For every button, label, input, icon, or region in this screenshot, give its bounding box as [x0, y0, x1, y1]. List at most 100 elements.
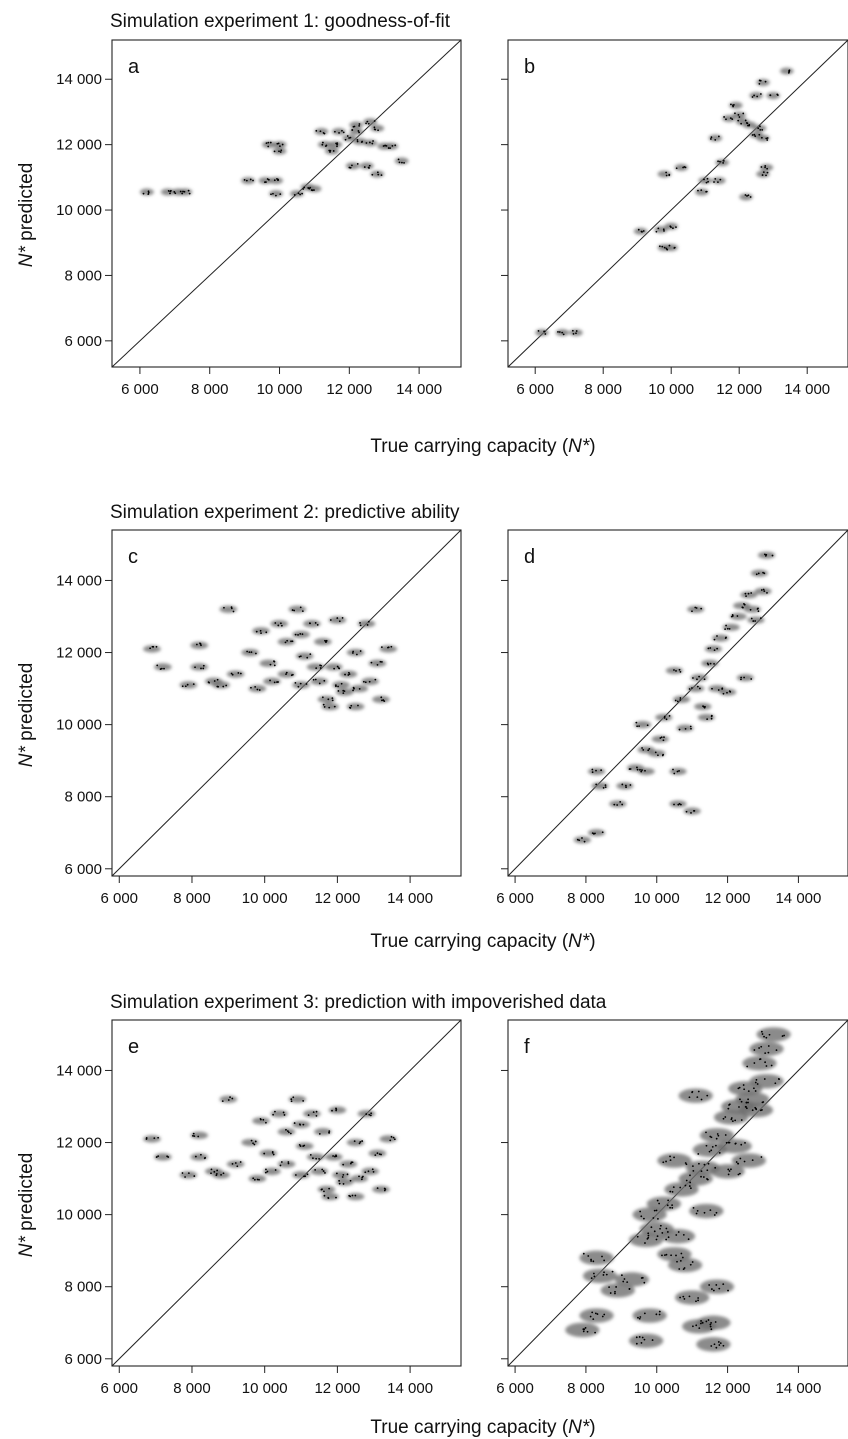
data-point [222, 1172, 225, 1175]
point-dots [576, 553, 774, 843]
data-point [767, 1051, 770, 1054]
data-point [285, 671, 288, 674]
data-point [367, 166, 370, 169]
data-point [625, 786, 627, 789]
data-point [252, 1177, 255, 1180]
data-point [325, 144, 328, 147]
data-point [309, 622, 311, 625]
data-point-cloud [272, 141, 287, 149]
data-point [708, 1150, 711, 1153]
data-point [679, 670, 682, 673]
data-point [348, 137, 350, 139]
data-point [309, 653, 312, 656]
data-point [621, 783, 624, 786]
data-point [764, 80, 767, 83]
data-point [273, 664, 276, 667]
data-point [730, 1118, 733, 1121]
data-point [765, 553, 768, 556]
data-point [671, 1190, 674, 1193]
data-point-cloud [379, 1135, 398, 1143]
data-point [279, 1164, 282, 1167]
data-point-cloud [646, 1196, 681, 1212]
data-point [705, 1144, 708, 1147]
data-point [188, 192, 191, 195]
data-point-cloud [328, 141, 343, 149]
data-point [655, 1209, 658, 1212]
data-point-cloud [579, 1308, 614, 1323]
data-point [609, 1292, 612, 1294]
data-point [653, 1230, 656, 1233]
data-point-cloud [154, 1153, 172, 1161]
data-point [336, 617, 339, 619]
data-point [380, 1153, 382, 1156]
data-point [746, 1065, 749, 1068]
data-point-cloud [346, 1138, 365, 1147]
data-point [202, 667, 205, 670]
data-point [557, 331, 559, 333]
data-point [743, 602, 745, 605]
data-point [349, 1179, 352, 1182]
data-point [655, 230, 658, 233]
data-point-cloud [190, 1131, 209, 1140]
data-point [338, 1182, 341, 1185]
data-point [155, 645, 158, 648]
data-point [705, 181, 708, 184]
data-point-cloud [359, 162, 374, 170]
data-point [663, 246, 666, 249]
data-point [237, 672, 240, 674]
data-point [279, 193, 282, 196]
data-point [751, 96, 754, 98]
data-point [679, 697, 682, 699]
data-point [239, 672, 242, 675]
point-dots [537, 69, 791, 336]
x-tick-label: 10 000 [648, 381, 694, 398]
data-point [754, 1081, 757, 1084]
data-point [278, 150, 280, 153]
data-point [291, 609, 294, 611]
data-point [663, 715, 666, 718]
data-point [679, 699, 682, 701]
data-point-cloud [292, 630, 310, 639]
data-point [592, 1272, 595, 1275]
data-point [757, 610, 760, 613]
data-point [676, 770, 679, 773]
data-point [252, 179, 254, 182]
point-clouds [535, 67, 794, 337]
data-point [668, 714, 671, 717]
data-point [152, 645, 155, 648]
data-point [781, 1035, 784, 1037]
data-point [299, 193, 302, 196]
data-point-cloud [591, 782, 609, 790]
data-point [663, 230, 665, 232]
data-point [700, 1320, 702, 1322]
data-point [250, 651, 253, 654]
data-point [264, 1171, 267, 1174]
x-axis-label-3: True carrying capacity (N*) [370, 1417, 595, 1438]
data-point-cloud [379, 645, 398, 653]
point-dots [145, 1096, 396, 1200]
data-point [703, 178, 705, 181]
data-point-cloud [269, 177, 283, 185]
data-point [635, 1336, 638, 1339]
data-point [380, 696, 383, 699]
data-point [682, 166, 684, 169]
data-point [352, 689, 354, 692]
data-point [745, 1101, 748, 1104]
data-point [733, 104, 735, 106]
data-point [174, 192, 177, 195]
data-point-cloud [190, 663, 209, 671]
data-point [705, 190, 707, 193]
data-point-cloud [324, 1153, 343, 1161]
data-point [593, 1275, 596, 1278]
data-point [665, 174, 668, 177]
data-point [315, 667, 318, 670]
data-point [636, 766, 638, 769]
x-tick-label: 6 000 [516, 381, 554, 398]
data-point [690, 727, 692, 730]
data-point-cloud [335, 688, 354, 696]
data-point-cloud [633, 227, 648, 235]
data-point [763, 553, 766, 556]
data-point-cloud [288, 605, 307, 613]
data-point [321, 141, 324, 144]
data-point-cloud [269, 190, 283, 198]
